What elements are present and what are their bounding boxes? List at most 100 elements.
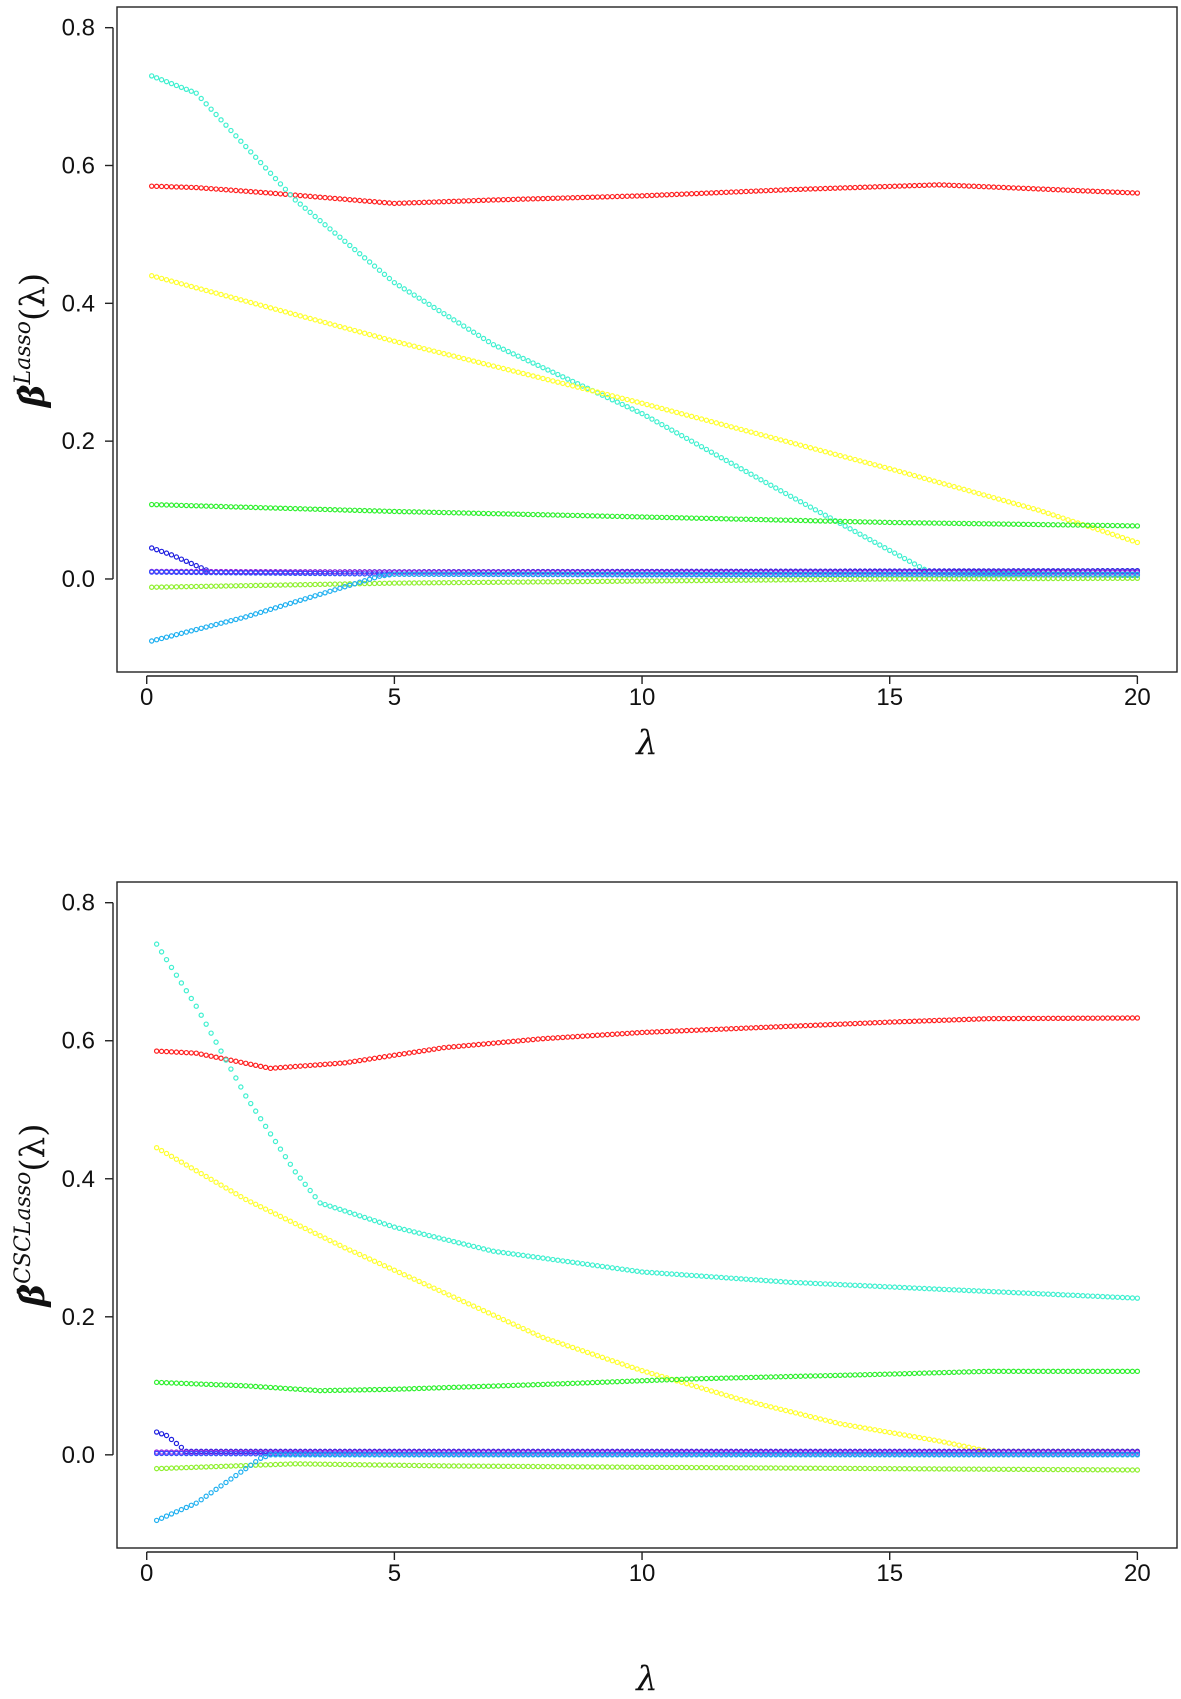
- data-point: [887, 1284, 893, 1290]
- data-point: [456, 1463, 462, 1469]
- data-point: [555, 1449, 561, 1455]
- data-point: [282, 1064, 289, 1070]
- data-point: [560, 1463, 566, 1470]
- data-point: [1114, 571, 1121, 577]
- data-point: [941, 1452, 947, 1458]
- data-point: [421, 571, 427, 577]
- data-point: [322, 570, 328, 577]
- data-point: [218, 503, 224, 510]
- data-point: [282, 582, 289, 588]
- data-point: [743, 1025, 749, 1031]
- data-point: [213, 1450, 219, 1457]
- data-point: [183, 629, 190, 635]
- data-point: [906, 1452, 913, 1458]
- data-point: [312, 1449, 318, 1455]
- data-point: [778, 437, 784, 443]
- data-point: [193, 503, 199, 509]
- data-point: [1060, 1368, 1066, 1375]
- data-point: [342, 196, 348, 202]
- data-point: [327, 1449, 333, 1455]
- data-point: [342, 1452, 348, 1458]
- data-point: [426, 1232, 432, 1239]
- data-point: [302, 596, 308, 602]
- data-point: [773, 1449, 779, 1455]
- data-point: [1000, 1015, 1007, 1022]
- data-point: [807, 569, 814, 575]
- data-point: [753, 1449, 759, 1455]
- data-point: [991, 184, 997, 190]
- data-point: [361, 1449, 368, 1455]
- data-point: [292, 1169, 299, 1175]
- data-point: [257, 609, 264, 616]
- data-point: [490, 341, 497, 348]
- data-point: [228, 1463, 234, 1469]
- data-point: [778, 187, 784, 193]
- data-point: [371, 1258, 378, 1264]
- data-point: [867, 571, 873, 577]
- data-point: [956, 182, 962, 189]
- data-point: [683, 1380, 690, 1387]
- data-point: [867, 460, 873, 467]
- data-point: [837, 1421, 843, 1427]
- data-point: [738, 577, 744, 583]
- data-point: [589, 1379, 596, 1386]
- data-point: [446, 1237, 452, 1244]
- data-point: [347, 1449, 353, 1455]
- data-point: [674, 1028, 680, 1034]
- data-point: [1119, 1449, 1126, 1455]
- data-point: [1055, 1452, 1061, 1458]
- data-point: [797, 186, 804, 192]
- data-point: [981, 571, 987, 577]
- data-point: [1025, 569, 1032, 575]
- data-point: [1095, 1467, 1101, 1473]
- data-point: [431, 304, 437, 311]
- data-point: [302, 581, 308, 588]
- data-point: [456, 571, 462, 577]
- data-point: [332, 230, 338, 236]
- data-point: [837, 1372, 843, 1378]
- data-point: [674, 1449, 680, 1455]
- data-point: [817, 1373, 824, 1379]
- data-point: [223, 619, 229, 625]
- data-point: [337, 507, 343, 513]
- data-point: [629, 1464, 635, 1470]
- data-point: [896, 1431, 903, 1437]
- data-point: [748, 571, 754, 577]
- data-point: [218, 1450, 224, 1457]
- data-point: [773, 1374, 779, 1380]
- data-point: [693, 577, 700, 584]
- data-point: [312, 1452, 318, 1458]
- data-point: [525, 569, 531, 575]
- data-point: [485, 1449, 492, 1455]
- data-point: [693, 1027, 700, 1033]
- data-point: [827, 185, 833, 192]
- data-point: [411, 1449, 417, 1455]
- data-point: [842, 185, 848, 191]
- data-point: [733, 1375, 739, 1381]
- data-point: [901, 571, 908, 577]
- data-point: [565, 512, 571, 518]
- data-point: [500, 1452, 507, 1458]
- data-point: [1095, 522, 1101, 529]
- data-point: [644, 1369, 650, 1375]
- data-point: [485, 1310, 492, 1316]
- data-point: [1035, 1449, 1042, 1455]
- data-point: [674, 1376, 680, 1383]
- data-point: [1005, 1015, 1012, 1022]
- data-point: [604, 571, 611, 577]
- data-point: [802, 569, 809, 575]
- data-point: [1070, 522, 1076, 528]
- data-point: [698, 1464, 705, 1471]
- data-point: [797, 517, 804, 524]
- data-point: [431, 509, 437, 516]
- data-point: [475, 332, 482, 339]
- data-point: [1085, 569, 1091, 575]
- data-point: [560, 1258, 566, 1264]
- data-point: [337, 1387, 343, 1393]
- data-point: [901, 1432, 908, 1438]
- data-point: [426, 1449, 432, 1455]
- data-point: [173, 1450, 180, 1457]
- data-point: [480, 197, 487, 203]
- data-point: [1075, 1466, 1081, 1473]
- data-point: [535, 374, 541, 380]
